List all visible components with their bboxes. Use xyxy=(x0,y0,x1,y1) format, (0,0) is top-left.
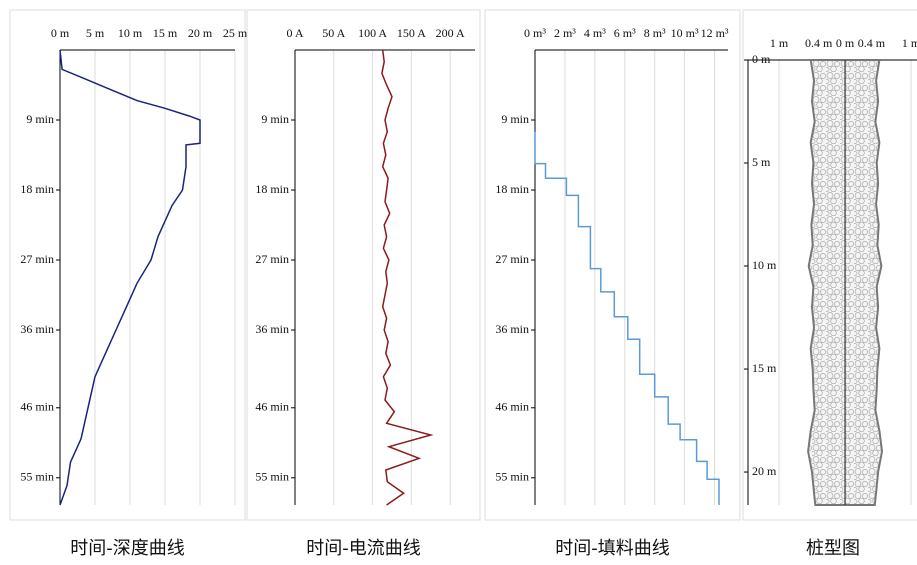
x-tick-label: 8 m³ xyxy=(644,26,666,40)
y-tick-label: 36 min xyxy=(495,322,529,336)
x-tick-label: 10 m xyxy=(118,26,143,40)
chart-caption: 时间-填料曲线 xyxy=(555,538,670,559)
y-tick-label: 9 min xyxy=(261,112,289,126)
y-tick-label: 27 min xyxy=(255,252,289,266)
chart-caption: 时间-电流曲线 xyxy=(306,538,421,559)
x-tick-label: 0.4 m xyxy=(858,36,886,50)
x-tick-label: 15 m xyxy=(153,26,178,40)
y-tick-label: 36 min xyxy=(20,322,54,336)
x-tick-label: 0 m xyxy=(51,26,70,40)
y-tick-label: 36 min xyxy=(255,322,289,336)
x-tick-label: 1 m xyxy=(902,36,917,50)
y-tick-label: 55 min xyxy=(20,470,54,484)
y-tick-label: 15 m xyxy=(752,361,777,375)
y-tick-label: 18 min xyxy=(255,182,289,196)
y-tick-label: 5 m xyxy=(752,155,771,169)
y-tick-label: 27 min xyxy=(495,252,529,266)
y-tick-label: 9 min xyxy=(501,112,529,126)
y-tick-label: 55 min xyxy=(255,470,289,484)
y-tick-label: 46 min xyxy=(255,400,289,414)
x-tick-label: 2 m³ xyxy=(554,26,576,40)
x-tick-label: 0.4 m xyxy=(805,36,833,50)
y-tick-label: 46 min xyxy=(20,400,54,414)
x-tick-label: 5 m xyxy=(86,26,105,40)
x-tick-label: 4 m³ xyxy=(584,26,606,40)
y-tick-label: 20 m xyxy=(752,464,777,478)
y-tick-label: 46 min xyxy=(495,400,529,414)
y-tick-label: 18 min xyxy=(20,182,54,196)
x-tick-label: 10 m³ xyxy=(671,26,699,40)
y-tick-label: 55 min xyxy=(495,470,529,484)
chart-caption: 时间-深度曲线 xyxy=(70,538,185,559)
x-tick-label: 150 A xyxy=(397,26,426,40)
data-line xyxy=(534,131,720,505)
x-tick-label: 0 m³ xyxy=(524,26,546,40)
panel-frame xyxy=(742,9,917,521)
x-tick-label: 1 m xyxy=(770,36,789,50)
y-tick-label: 10 m xyxy=(752,258,777,272)
x-tick-label: 12 m³ xyxy=(701,26,729,40)
y-tick-label: 27 min xyxy=(20,252,54,266)
y-tick-label: 0 m xyxy=(752,52,771,66)
x-tick-label: 20 m xyxy=(188,26,213,40)
x-tick-label: 0 A xyxy=(286,26,303,40)
panel-frame xyxy=(246,9,481,521)
y-tick-label: 18 min xyxy=(495,182,529,196)
x-tick-label: 6 m³ xyxy=(614,26,636,40)
panel-frame xyxy=(9,9,246,521)
x-tick-label: 25 m xyxy=(223,26,248,40)
panel-frame xyxy=(484,9,741,521)
x-tick-label: 0 m xyxy=(836,36,855,50)
x-tick-label: 100 A xyxy=(358,26,387,40)
y-tick-label: 9 min xyxy=(26,112,54,126)
chart-caption: 桩型图 xyxy=(806,538,860,559)
data-line xyxy=(381,49,434,506)
x-tick-label: 50 A xyxy=(322,26,345,40)
data-line xyxy=(59,49,201,506)
x-tick-label: 200 A xyxy=(436,26,465,40)
